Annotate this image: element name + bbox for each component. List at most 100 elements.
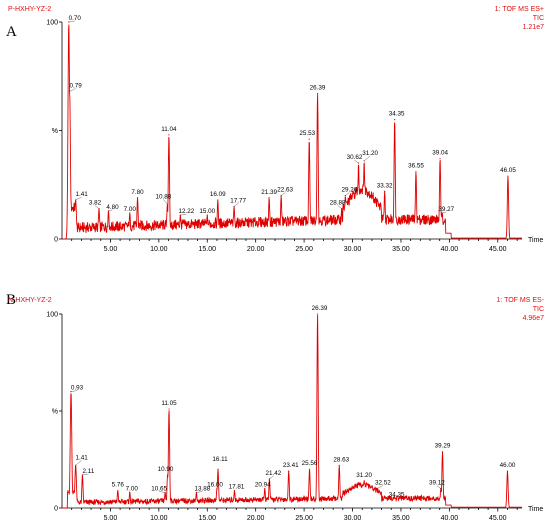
x-tick-label: 30.00: [344, 515, 362, 522]
peak-label: 32.52: [375, 480, 391, 487]
peak-label: 16.00: [207, 482, 223, 489]
intensity-label: 4.96e7: [523, 315, 545, 322]
peak-label: 39.27: [438, 206, 454, 213]
peak-point: [363, 480, 365, 482]
peak-leader: [163, 199, 168, 205]
peak-label: 16.09: [210, 191, 226, 198]
y-axis-label: %: [52, 409, 58, 416]
peak-point: [507, 175, 509, 177]
peak-label: 10.88: [155, 193, 171, 200]
peak-point: [441, 451, 444, 453]
y-tick-label: 0: [54, 237, 58, 244]
peak-label: 10.90: [158, 466, 174, 473]
peak-label: 22.63: [277, 187, 293, 194]
x-tick-label: 45.00: [489, 246, 507, 253]
peak-point: [129, 212, 131, 214]
peak-leader: [345, 192, 350, 196]
peak-point: [117, 489, 119, 492]
peak-leader: [75, 460, 82, 466]
peak-label: 0.70: [69, 15, 82, 22]
peak-leader: [180, 213, 187, 216]
tic-trace: [62, 314, 522, 509]
peak-label: 7.00: [126, 485, 139, 492]
mode-tic: TIC: [533, 15, 544, 22]
panel-letter: A: [6, 24, 17, 40]
x-tick-label: 40.00: [441, 515, 459, 522]
x-axis-label: Time: [528, 506, 543, 513]
peak-label: 2.11: [83, 468, 95, 475]
peak-label: 33.32: [377, 182, 393, 189]
peak-leader: [94, 205, 100, 209]
peak-label: 31.20: [356, 472, 372, 479]
peak-label: 0.93: [71, 385, 84, 392]
peak-leader: [337, 205, 342, 209]
peak-label: 28.88: [330, 200, 346, 207]
peak-label: 10.65: [151, 485, 167, 492]
peak-label: 39.29: [435, 443, 451, 450]
peak-label: 1.41: [76, 454, 89, 461]
peak-point: [394, 119, 396, 121]
peak-leader: [196, 491, 203, 493]
peak-label: 46.05: [500, 167, 516, 174]
peak-leader: [269, 475, 274, 480]
peak-leader: [281, 192, 286, 196]
peak-label: 26.39: [312, 305, 328, 312]
peak-leader: [364, 155, 371, 162]
peak-point: [166, 474, 169, 476]
peak-leader: [108, 209, 113, 211]
peak-point: [217, 468, 219, 470]
peak-point: [206, 214, 208, 216]
x-tick-label: 20.00: [247, 246, 265, 253]
mode-label: 1: TOF MS ES+: [495, 6, 544, 13]
peak-label: 25.53: [299, 130, 315, 137]
peak-label: 25.56: [302, 460, 318, 467]
x-tick-label: 25.00: [295, 515, 313, 522]
peak-point: [288, 470, 290, 472]
peak-point: [268, 197, 270, 199]
peak-point: [216, 488, 218, 490]
peak-label: 5.76: [112, 482, 125, 489]
x-tick-label: 10.00: [150, 246, 168, 253]
peak-point: [316, 313, 319, 315]
y-tick-label: 100: [46, 20, 58, 27]
peak-label: 13.88: [195, 485, 211, 492]
peak-label: 17.81: [229, 484, 245, 491]
peak-point: [506, 470, 509, 472]
peak-label: 20.94: [255, 482, 271, 489]
chart-panel-a: A P-HXHY-YZ-2 1: TOF MS ES+ TIC 1.21e7 Time 0%…: [6, 6, 544, 253]
peak-label: 31.20: [362, 150, 378, 157]
peak-label: 30.62: [347, 154, 363, 161]
sample-name: P-HXHY-YZ-2: [8, 6, 51, 13]
y-tick-label: 0: [54, 506, 58, 513]
peak-label: 12.22: [178, 208, 194, 215]
peak-leader: [436, 485, 441, 489]
peak-point: [168, 408, 170, 410]
peak-label: 29.26: [341, 187, 357, 194]
tic-trace: [62, 24, 522, 240]
x-tick-label: 5.00: [104, 515, 118, 522]
x-tick-label: 20.00: [247, 515, 265, 522]
peak-point: [136, 197, 139, 199]
mode-tic: TIC: [533, 306, 544, 313]
peak-point: [129, 491, 131, 494]
peak-label: 15.00: [199, 208, 215, 215]
x-tick-label: 35.00: [392, 246, 410, 253]
y-axis-label: %: [52, 128, 58, 135]
x-axis-label: Time: [528, 237, 543, 244]
peak-point: [168, 134, 170, 136]
peak-leader: [442, 211, 447, 214]
peak-label: 21.42: [266, 470, 282, 477]
peak-leader: [69, 88, 76, 92]
peak-leader: [75, 196, 82, 201]
peak-point: [264, 488, 266, 490]
peak-leader: [82, 473, 89, 476]
x-tick-label: 40.00: [441, 246, 459, 253]
x-tick-label: 30.00: [344, 246, 362, 253]
peak-label: 3.82: [89, 200, 102, 207]
peak-label: 39.04: [432, 150, 448, 157]
peak-point: [179, 214, 181, 216]
peak-label: 34.35: [389, 111, 405, 118]
peak-label: 23.41: [283, 462, 299, 469]
peak-label: 1.41: [76, 191, 89, 198]
